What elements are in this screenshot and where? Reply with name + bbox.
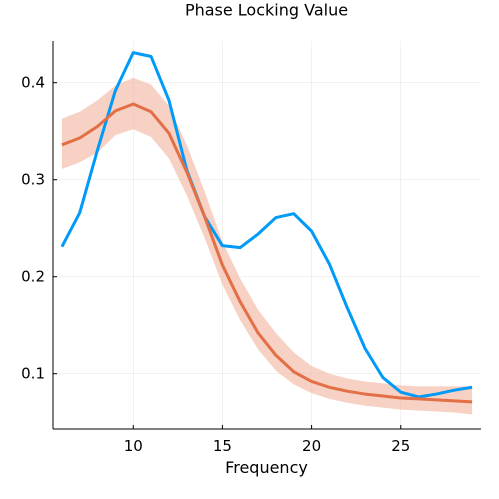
series-1-point: [60, 245, 63, 248]
series-2-point: [274, 354, 277, 357]
series-1-point: [471, 386, 474, 389]
x-tick-label: 20: [302, 437, 321, 455]
series-2-point: [114, 109, 117, 112]
series-1-point: [435, 393, 438, 396]
series-2-point: [203, 215, 206, 218]
series-2-point: [346, 390, 349, 393]
x-tick-label: 15: [213, 437, 232, 455]
series-1-line: [60, 51, 473, 399]
series-2-point: [167, 132, 170, 135]
series-1-point: [221, 244, 224, 247]
y-tick-label: 0.3: [21, 171, 45, 189]
chart-title: Phase Locking Value: [185, 1, 348, 20]
series-2-point: [328, 386, 331, 389]
series-1-point: [257, 233, 260, 236]
x-tick-label: 25: [391, 437, 410, 455]
grid-lines: [53, 41, 481, 429]
y-tick-label: 0.2: [21, 268, 45, 286]
series-2-point: [381, 395, 384, 398]
series-1-point: [453, 389, 456, 392]
series-1-point: [274, 216, 277, 219]
series-2-point: [471, 400, 474, 403]
series-1-point: [381, 376, 384, 379]
series-1-point: [364, 347, 367, 350]
series-1-point: [167, 99, 170, 102]
series-1-point: [328, 263, 331, 266]
series-2-point: [292, 370, 295, 373]
series-2-point: [132, 103, 135, 106]
x-tick-label: 10: [124, 437, 143, 455]
series-2-point: [221, 264, 224, 267]
series-2-point: [96, 125, 99, 128]
series-1-point: [78, 211, 81, 214]
series-1-point: [132, 51, 135, 54]
series-lines: [60, 51, 474, 404]
series-1-point: [239, 246, 242, 249]
axes: [52, 41, 481, 430]
series-2-point: [78, 137, 81, 140]
series-2-point: [60, 143, 63, 146]
series-1-point: [96, 148, 99, 151]
series-2-line: [61, 102, 473, 404]
confidence-bands: [61, 77, 473, 415]
tick-labels: 10 15 20 25 0.1 0.2 0.3 0.4: [21, 74, 410, 455]
series-2-point: [399, 396, 402, 399]
y-tick-label: 0.1: [21, 365, 45, 383]
series-1-point: [114, 89, 117, 92]
series-2-point: [310, 380, 313, 383]
series-2-point: [257, 331, 260, 334]
series-2-point: [150, 110, 153, 113]
series-1-point: [346, 306, 349, 309]
series-2-point: [435, 398, 438, 401]
series-2-point: [364, 393, 367, 396]
series-1-point: [310, 230, 313, 233]
series-1-point: [399, 391, 402, 394]
series-2-point: [185, 170, 188, 173]
series-2-point: [417, 397, 420, 400]
series-2-point: [453, 399, 456, 402]
series-2-band: [61, 77, 473, 415]
series-1-point: [150, 55, 153, 58]
y-tick-label: 0.4: [21, 74, 45, 92]
series-2-point: [239, 300, 242, 303]
series-1-point: [292, 212, 295, 215]
x-axis-title: Frequency: [225, 458, 308, 477]
